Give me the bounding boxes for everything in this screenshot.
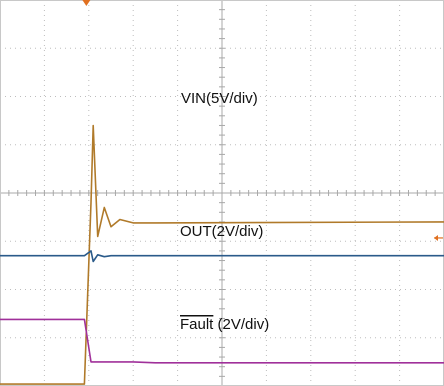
fault-label-overline: Fault xyxy=(180,316,214,333)
vin-label: VIN(5V/div) xyxy=(181,90,258,107)
trace-line-2 xyxy=(0,250,444,263)
markers xyxy=(82,0,443,241)
fault-label-suffix: (2V/div) xyxy=(218,316,270,333)
out-label: OUT(2V/div) xyxy=(180,223,263,240)
trace-line-1 xyxy=(0,124,444,385)
trace-labels: VIN(5V/div) OUT(2V/div) Fault (2V/div) xyxy=(180,90,269,333)
trigger-position-marker xyxy=(82,0,91,6)
trigger-level-marker-arrow xyxy=(434,234,438,241)
traces xyxy=(0,124,444,385)
fault-label: Fault (2V/div) xyxy=(180,316,269,333)
trace-line-3 xyxy=(0,318,444,364)
